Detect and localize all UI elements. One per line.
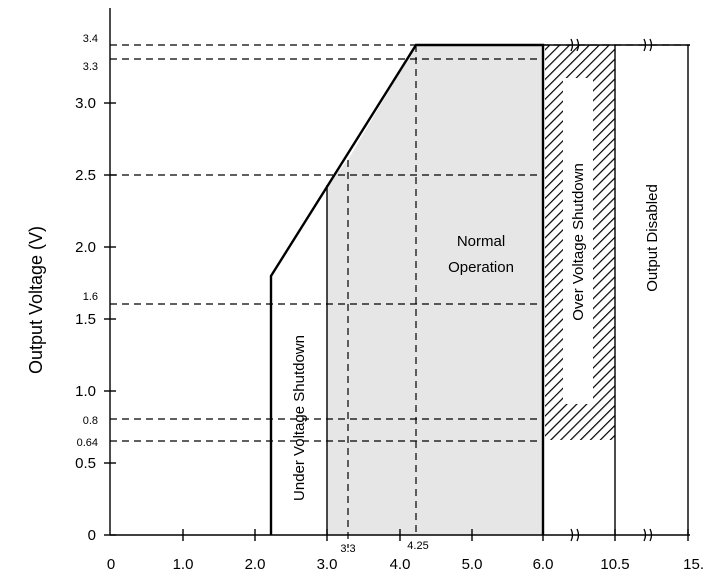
boundary-lines: [269, 43, 690, 535]
y-marker-labels: 3.4 3.3 1.6 0.8 0.64: [77, 33, 98, 449]
y-axis-title: Output Voltage (V): [26, 226, 46, 374]
x-tick-label: 15.: [683, 556, 704, 573]
x-tick-label: 2.0: [245, 556, 266, 573]
y-marker-label: 0.8: [83, 415, 98, 427]
y-tick-label: 2.5: [75, 167, 96, 184]
normal-operation-label-line1: Normal: [457, 233, 505, 250]
over-voltage-shutdown-label: Over Voltage Shutdown: [570, 163, 587, 321]
y-tick-label: 1.5: [75, 311, 96, 328]
x-tick-label: 4.0: [390, 556, 411, 573]
y-tick-label: 2.0: [75, 239, 96, 256]
normal-operation-area: [327, 45, 543, 535]
x-tick-label: 5.0: [462, 556, 483, 573]
x-marker-label: 4.25: [407, 540, 428, 552]
normal-operation-label-line2: Operation: [448, 259, 514, 276]
dashed-guides: [110, 44, 690, 548]
x-marker-label: 3.3: [340, 543, 355, 555]
y-tick-label: 0.5: [75, 455, 96, 472]
output-disabled-label: Output Disabled: [644, 184, 661, 292]
y-marker-label: 3.3: [83, 61, 98, 73]
x-tick-label: 3.0: [317, 556, 338, 573]
y-marker-label: 0.64: [77, 437, 98, 449]
y-tick-label: 3.0: [75, 95, 96, 112]
x-marker-labels: 3.3 4.25: [340, 540, 428, 555]
y-tick-label: 0: [88, 527, 96, 544]
x-tick-labels: 0 1.0 2.0 3.0 4.0 5.0 6.0 10.5 15.: [107, 556, 704, 573]
x-tick-label: 10.5: [600, 556, 629, 573]
under-voltage-shutdown-label: Under Voltage Shutdown: [291, 335, 308, 501]
y-marker-label: 3.4: [83, 33, 98, 45]
y-marker-label: 1.6: [83, 291, 98, 303]
x-tick-label: 6.0: [533, 556, 554, 573]
over-voltage-label-box: [563, 78, 593, 404]
y-tick-label: 1.0: [75, 383, 96, 400]
x-tick-label: 0: [107, 556, 115, 573]
x-tick-label: 1.0: [173, 556, 194, 573]
y-tick-labels: 0 0.5 1.0 1.5 2.0 2.5 3.0: [75, 95, 96, 544]
